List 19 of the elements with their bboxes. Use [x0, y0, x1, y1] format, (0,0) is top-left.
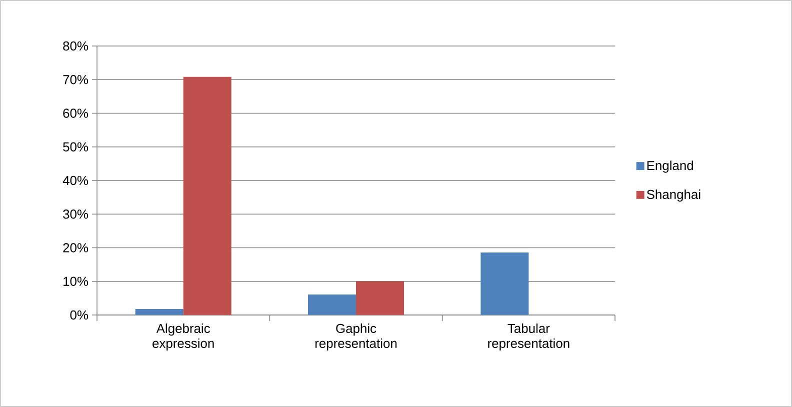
y-tick-label: 80% — [63, 41, 88, 51]
legend-label: Shanghai — [646, 189, 700, 202]
bar — [308, 294, 356, 315]
bar — [356, 281, 404, 315]
y-tick-label: 30% — [63, 210, 88, 219]
bar — [135, 308, 184, 315]
bar — [183, 76, 232, 315]
y-tick-label: 10% — [64, 276, 88, 286]
y-tick-label: 70% — [63, 75, 88, 84]
legend-label: England — [647, 160, 694, 173]
y-tick-label: 20% — [63, 243, 88, 252]
x-tick-label: Tabular representation — [488, 324, 570, 351]
y-tick-label: 0% — [70, 310, 88, 320]
bar — [480, 252, 529, 315]
x-tick-label: Gaphic representation — [315, 324, 397, 351]
y-tick-label: 60% — [63, 108, 88, 118]
y-tick-label: 40% — [62, 176, 88, 186]
x-tick-label: Algebraic expression — [152, 324, 214, 351]
y-tick-label: 50% — [63, 142, 88, 152]
